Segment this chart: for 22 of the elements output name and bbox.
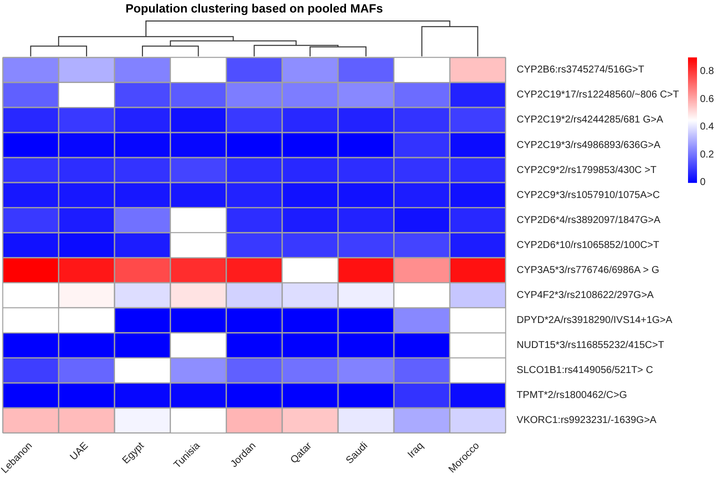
y-tick-label: CYP2C19*2/rs4244285/681 G>A [516,114,664,126]
y-tick-label: CYP2D6*4/rs3892097/1847G>A [516,214,661,226]
y-tick-label: CYP2C9*3/rs1057910/1075A>C [516,190,660,201]
color-bar-label: 0.2 [700,149,714,160]
y-tick-label: CYP3A5*3/rs776746/6986A > G [516,264,660,276]
y-tick-label: CYP2C19*3/rs4986893/636G>A [516,140,661,151]
y-tick-label: CYP2B6:rs3745274/516G>T [516,64,644,76]
color-bar-label: 0.6 [700,94,714,105]
y-tick-label: CYP2D6*10/rs1065852/100C>T [516,240,660,251]
y-tick-label: NUDT15*3/rs116855232/415C>T [516,340,664,352]
y-tick-label: SLCO1B1:rs4149056/521T> C [516,365,654,376]
color-bar-label: 0.4 [700,122,714,133]
color-bar-label: 0 [700,177,706,188]
x-tick-label: Iraq [406,440,426,460]
y-tick-label: CYP2C9*2/rs1799853/430C >T [516,164,656,176]
y-tick-label: TPMT*2/rs1800462/C>G [516,390,628,402]
y-tick-label: CYP4F2*3/rs2108622/297G>A [516,290,654,302]
color-bar-label: 0.8 [700,66,714,78]
y-tick-label: VKORC1:rs9923231/-1639G>A [516,415,657,426]
y-tick-label: CYP2C19*17/rs12248560/~806 C>T [516,90,680,101]
chart-title: Population clustering based on pooled MAFs [126,2,384,16]
y-tick-label: DPYD*2A/rs3918290/IVS14+1G>A [516,315,673,326]
